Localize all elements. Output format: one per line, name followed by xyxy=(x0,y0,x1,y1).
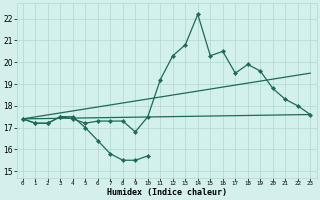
X-axis label: Humidex (Indice chaleur): Humidex (Indice chaleur) xyxy=(107,188,227,197)
